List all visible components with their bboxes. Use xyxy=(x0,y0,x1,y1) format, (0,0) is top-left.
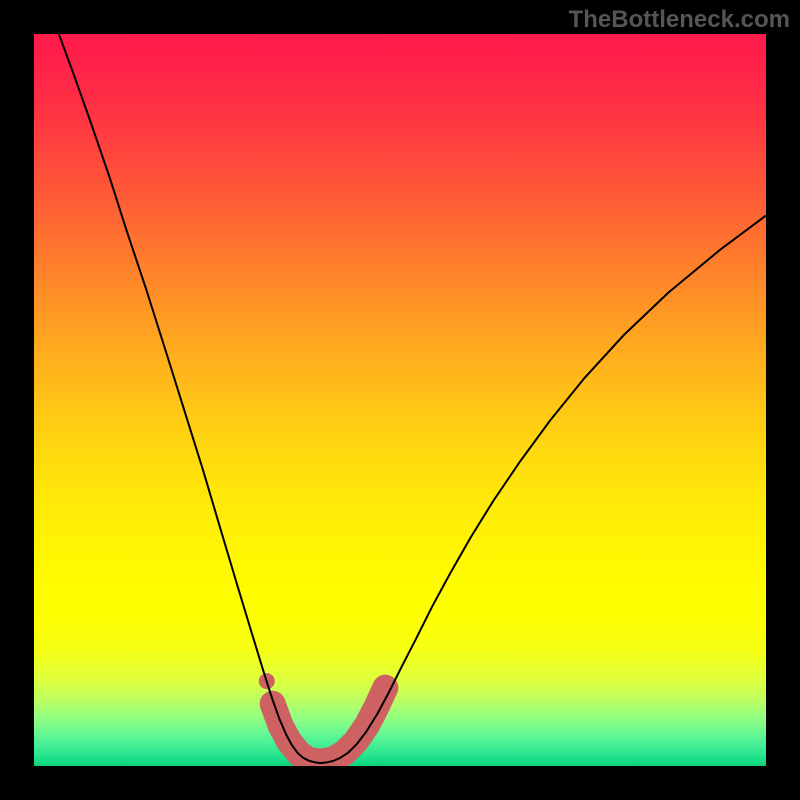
plot-svg xyxy=(34,34,766,766)
watermark-label: TheBottleneck.com xyxy=(569,6,790,34)
plot-area xyxy=(34,34,766,766)
gradient-background xyxy=(34,34,766,766)
chart-stage: TheBottleneck.com xyxy=(0,0,800,800)
